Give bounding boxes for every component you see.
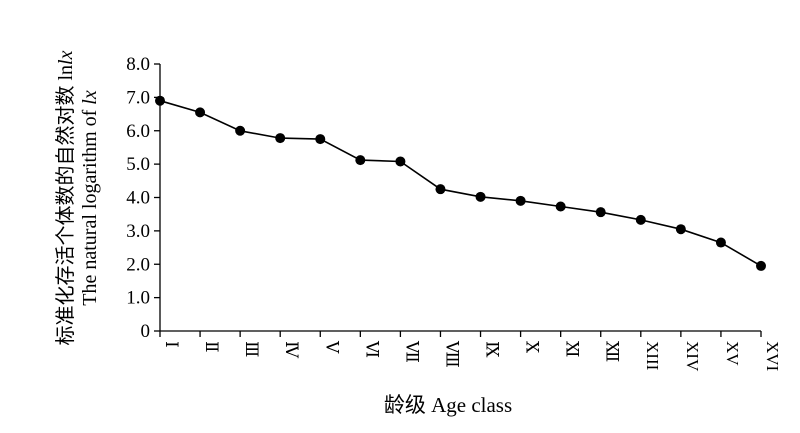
y-tick-label: 4.0: [126, 188, 150, 209]
data-point: [756, 260, 766, 271]
y-axis-title-line1-var: lx: [55, 50, 77, 65]
data-point: [515, 195, 526, 206]
data-point: [555, 201, 566, 212]
y-axis-title-line2-var: lx: [79, 90, 101, 105]
y-axis-title-line2: The natural logarithm of lx: [79, 90, 101, 306]
data-point: [275, 133, 286, 144]
data-point: [675, 224, 686, 235]
data-point: [635, 214, 646, 225]
data-point: [195, 107, 206, 118]
y-tick-label: 3.0: [126, 221, 150, 242]
x-tick-label: Ⅺ: [563, 341, 582, 357]
x-tick-label: XIII: [643, 341, 662, 371]
data-point: [715, 237, 726, 248]
x-tick-label: Ⅱ: [202, 341, 221, 353]
x-tick-label: Ⅰ: [162, 341, 181, 348]
data-point: [435, 184, 446, 195]
y-axis-title-line1-text: 标准化存活个体数的自然对数 ln: [54, 65, 77, 346]
data-point: [235, 125, 246, 136]
x-axis-ticks: Ⅰ Ⅱ Ⅲ Ⅳ Ⅴ Ⅵ Ⅶ Ⅷ Ⅸ Ⅹ Ⅺ Ⅻ XIII XIV XV XVI: [159, 331, 782, 372]
x-tick-label: Ⅵ: [362, 340, 381, 358]
series-layer: [155, 95, 766, 271]
x-tick-label: Ⅹ: [523, 341, 542, 354]
y-tick-label: 1.0: [126, 288, 150, 309]
data-point: [395, 156, 406, 167]
x-tick-label: Ⅲ: [242, 341, 261, 357]
data-point: [155, 95, 165, 106]
y-tick-label: 5.0: [126, 154, 150, 175]
y-axis-title-line1: 标准化存活个体数的自然对数 lnlx: [54, 50, 77, 345]
x-tick-label: Ⅳ: [282, 341, 301, 359]
x-tick-label: Ⅻ: [603, 341, 622, 362]
x-tick-label: Ⅸ: [483, 341, 502, 358]
data-point: [475, 191, 486, 202]
data-point: [315, 134, 326, 145]
x-tick-label: Ⅷ: [442, 340, 461, 368]
y-tick-label: 0: [141, 321, 151, 342]
x-tick-label: Ⅶ: [402, 340, 421, 363]
x-tick-label: Ⅴ: [322, 340, 341, 354]
x-axis-title: 龄级 Age class: [384, 393, 512, 417]
data-point: [595, 207, 606, 218]
y-tick-label: 7.0: [126, 87, 150, 108]
y-axis-ticks: 0 1.0 2.0 3.0 4.0 5.0 6.0 7.0 8.0: [126, 54, 160, 342]
series-line: [159, 99, 762, 267]
y-axis-title-line2-text: The natural logarithm of: [79, 105, 101, 306]
x-tick-label: XIV: [683, 341, 702, 372]
y-tick-label: 6.0: [126, 121, 150, 142]
x-tick-label: XV: [723, 341, 742, 366]
data-point: [355, 155, 366, 166]
x-tick-label: XVI: [763, 341, 782, 372]
y-tick-label: 8.0: [126, 54, 150, 75]
y-tick-label: 2.0: [126, 254, 150, 275]
